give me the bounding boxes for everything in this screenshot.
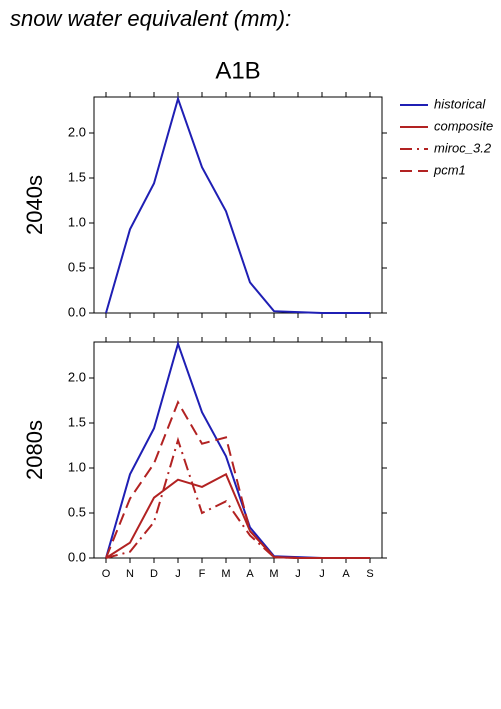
x-tick-label: S	[366, 568, 373, 580]
x-tick-label: D	[150, 568, 158, 580]
y-tick-label: 1.5	[68, 414, 86, 429]
x-tick-label: J	[319, 568, 325, 580]
x-tick-label: O	[102, 568, 111, 580]
x-tick-label: M	[221, 568, 230, 580]
chart-title: snow water equivalent (mm):	[10, 6, 291, 31]
y-tick-label: 0.0	[68, 304, 86, 319]
x-tick-label: A	[246, 568, 254, 580]
y-tick-label: 0.0	[68, 549, 86, 564]
chart-subtitle: A1B	[215, 57, 260, 84]
legend-label: pcm1	[433, 162, 466, 177]
series-line	[105, 436, 370, 559]
y-tick-label: 0.5	[68, 259, 86, 274]
x-tick-label: M	[269, 568, 278, 580]
y-tick-label: 0.5	[68, 504, 86, 519]
y-tick-label: 2.0	[68, 124, 86, 139]
y-axis-label: 2040s	[22, 175, 47, 235]
x-tick-label: A	[342, 568, 350, 580]
legend-label: composite	[434, 118, 493, 133]
series-line	[105, 95, 370, 314]
legend-label: historical	[434, 96, 486, 111]
y-tick-label: 1.0	[68, 214, 86, 229]
plot-frame	[93, 96, 383, 314]
x-tick-label: N	[126, 568, 134, 580]
x-tick-label: J	[295, 568, 301, 580]
y-tick-label: 1.5	[68, 169, 86, 184]
y-tick-label: 1.0	[68, 459, 86, 474]
plot-frame	[93, 341, 383, 559]
legend-label: miroc_3.2	[434, 140, 492, 155]
x-tick-label: F	[199, 568, 206, 580]
y-axis-label: 2080s	[22, 420, 47, 480]
y-tick-label: 2.0	[68, 369, 86, 384]
x-tick-label: J	[175, 568, 181, 580]
series-line	[105, 400, 370, 559]
